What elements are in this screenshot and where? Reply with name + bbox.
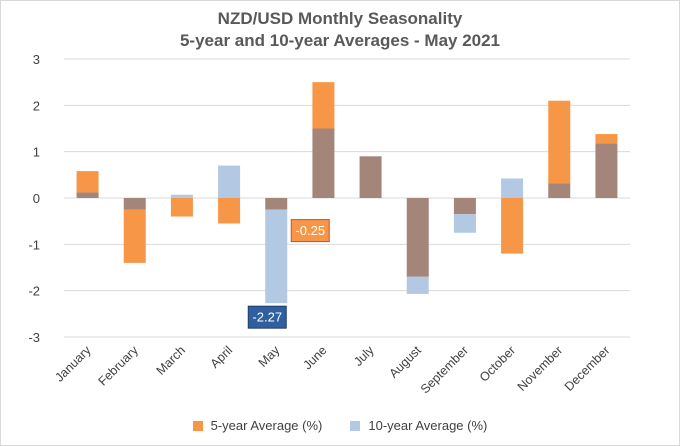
legend-swatch-10yr bbox=[350, 420, 361, 431]
x-tick-label: November bbox=[515, 343, 566, 394]
x-tick-label: October bbox=[477, 343, 518, 384]
bar-10yr bbox=[265, 209, 288, 304]
bar-5yr bbox=[123, 209, 146, 263]
legend-label-5yr: 5-year Average (%) bbox=[210, 418, 323, 433]
x-tick-label: July bbox=[351, 343, 377, 369]
chart-title: NZD/USD Monthly Seasonality bbox=[217, 9, 463, 28]
legend-item-10yr: 10-year Average (%) bbox=[350, 418, 487, 433]
bar-5yr bbox=[76, 171, 99, 193]
bar-overlap bbox=[595, 143, 618, 198]
data-label-box bbox=[290, 219, 330, 243]
bar-10yr bbox=[501, 178, 524, 198]
bar-overlap bbox=[453, 198, 476, 215]
bar-overlap bbox=[123, 198, 146, 210]
bar-10yr bbox=[170, 194, 193, 198]
bar-overlap bbox=[406, 198, 429, 277]
bar-overlap bbox=[548, 183, 571, 198]
y-tick-label: 1 bbox=[33, 145, 40, 160]
bar-5yr bbox=[312, 82, 335, 129]
bar-5yr bbox=[501, 198, 524, 254]
bar-5yr bbox=[170, 198, 193, 217]
x-tick-label: September bbox=[418, 343, 471, 396]
y-tick-label: 3 bbox=[33, 52, 40, 67]
bar-10yr bbox=[406, 276, 429, 294]
legend-label-10yr: 10-year Average (%) bbox=[368, 418, 488, 433]
x-tick-label: February bbox=[96, 343, 142, 389]
y-tick-label: -1 bbox=[28, 237, 40, 252]
y-tick-label: -3 bbox=[28, 330, 40, 345]
bar-5yr bbox=[548, 100, 571, 184]
bar-overlap bbox=[265, 198, 288, 210]
bar-10yr bbox=[453, 214, 476, 233]
data-label-box bbox=[247, 305, 287, 329]
x-tick-label: April bbox=[208, 343, 236, 371]
x-tick-label: January bbox=[52, 343, 94, 385]
y-tick-label: -2 bbox=[28, 284, 40, 299]
bar-overlap bbox=[312, 128, 335, 198]
legend-swatch-5yr bbox=[192, 420, 203, 431]
bar-10yr bbox=[218, 165, 241, 198]
chart-subtitle: 5-year and 10-year Averages - May 2021 bbox=[179, 31, 501, 50]
legend-item-5yr: 5-year Average (%) bbox=[192, 418, 323, 433]
x-tick-label: December bbox=[562, 343, 613, 394]
x-tick-label: March bbox=[154, 343, 188, 377]
bar-overlap bbox=[76, 192, 99, 198]
x-tick-label: August bbox=[386, 343, 424, 381]
bar-5yr bbox=[595, 134, 618, 144]
chart-title-block: NZD/USD Monthly Seasonality 5-year and 1… bbox=[0, 8, 680, 52]
data-label: -2.27 bbox=[252, 310, 282, 325]
x-tick-label: May bbox=[256, 343, 283, 370]
bar-5yr bbox=[218, 198, 241, 224]
x-tick-label: June bbox=[300, 343, 329, 372]
y-tick-label: 2 bbox=[33, 98, 40, 113]
data-label: -0.25 bbox=[295, 223, 325, 238]
chart-legend: 5-year Average (%) 10-year Average (%) bbox=[0, 418, 680, 433]
bar-overlap bbox=[359, 156, 382, 198]
y-tick-label: 0 bbox=[33, 191, 40, 206]
